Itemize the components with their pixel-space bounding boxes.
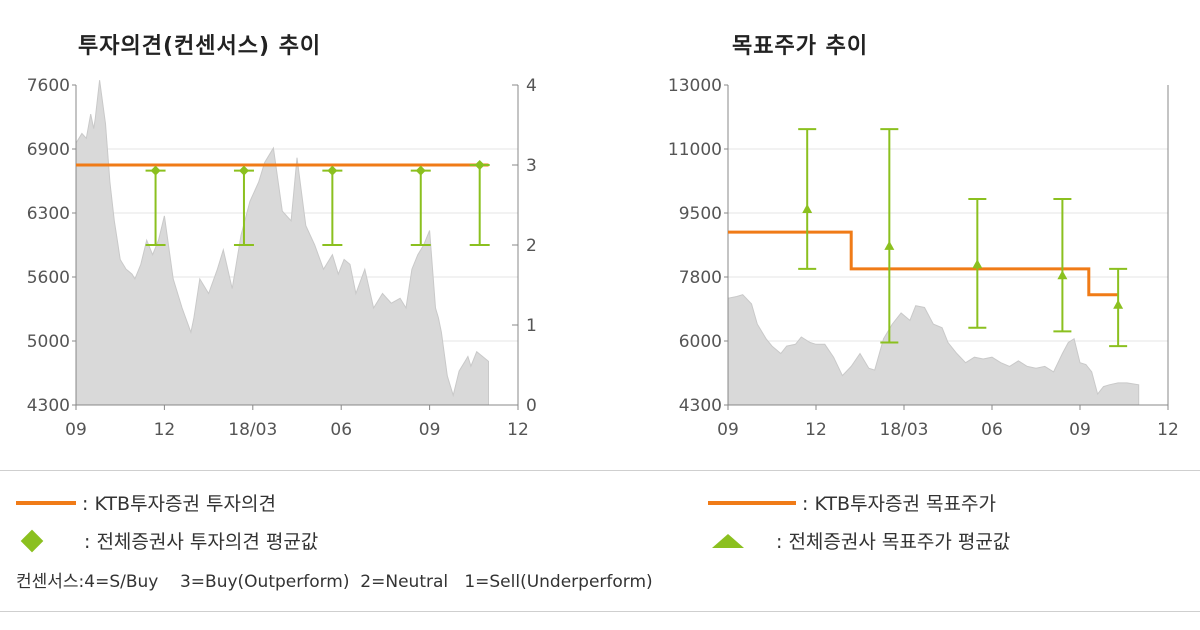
green-triangle-icon xyxy=(712,533,744,548)
consensus-avg-diamond xyxy=(238,165,249,176)
legend-broker-opinion: : KTB투자증권 투자의견 xyxy=(16,489,276,516)
consensus-avg-diamond xyxy=(150,165,161,176)
right-tick-label: 3 xyxy=(526,156,537,176)
y-tick-label: 11000 xyxy=(668,140,722,160)
y-tick-label: 4300 xyxy=(679,396,722,416)
y-tick-label: 7600 xyxy=(27,76,70,96)
y-tick-label: 6300 xyxy=(27,204,70,224)
right-tick-label: 0 xyxy=(526,396,537,416)
y-tick-label: 9500 xyxy=(679,204,722,224)
legend-broker-target: : KTB투자증권 목표주가 xyxy=(708,489,996,516)
y-tick-label: 5000 xyxy=(27,332,70,352)
x-tick-label: 18/03 xyxy=(228,420,277,440)
price-area xyxy=(727,294,1140,406)
x-tick-label: 12 xyxy=(507,420,529,440)
y-tick-label: 5600 xyxy=(27,268,70,288)
consensus-avg-diamond xyxy=(327,165,338,176)
x-tick-label: 12 xyxy=(805,420,827,440)
legend-consensus-target: : 전체증권사 목표주가 평균값 xyxy=(708,527,1010,554)
consensus-scale-note: 컨센서스:4=S/Buy 3=Buy(Outperform) 2=Neutral… xyxy=(16,572,653,592)
legend-consensus-opinion-label: : 전체증권사 투자의견 평균값 xyxy=(84,531,319,553)
x-tick-label: 09 xyxy=(65,420,87,440)
legend-orange-line-swatch xyxy=(708,500,796,505)
x-tick-label: 18/03 xyxy=(880,420,929,440)
legend-consensus-opinion: : 전체증권사 투자의견 평균값 xyxy=(16,527,318,554)
consensus-avg-triangle xyxy=(1113,299,1124,309)
x-tick-label: 09 xyxy=(419,420,441,440)
legend-broker-opinion-label: : KTB투자증권 투자의견 xyxy=(82,493,276,515)
x-tick-label: 09 xyxy=(1069,420,1091,440)
right-tick-label: 2 xyxy=(526,236,537,256)
y-tick-label: 7800 xyxy=(679,268,722,288)
right-tick-label: 4 xyxy=(526,76,537,96)
y-tick-label: 4300 xyxy=(27,396,70,416)
x-tick-label: 09 xyxy=(717,420,739,440)
consensus-avg-triangle xyxy=(972,259,983,269)
legend-box: : KTB투자증권 투자의견 : 전체증권사 투자의견 평균값 : KTB투자증… xyxy=(0,470,1200,612)
x-tick-label: 12 xyxy=(1157,420,1179,440)
consensus-avg-triangle xyxy=(884,240,895,250)
x-tick-label: 06 xyxy=(981,420,1003,440)
y-tick-label: 6900 xyxy=(27,140,70,160)
green-diamond-icon xyxy=(20,529,44,552)
consensus-avg-triangle xyxy=(1057,270,1068,280)
consensus-avg-diamond xyxy=(415,165,426,176)
chart-title-target: 목표주가 추이 xyxy=(732,34,869,59)
legend-orange-line-swatch xyxy=(16,500,76,505)
x-tick-label: 12 xyxy=(154,420,176,440)
consensus-avg-triangle xyxy=(802,204,813,214)
y-tick-label: 13000 xyxy=(668,76,722,96)
right-tick-label: 1 xyxy=(526,316,537,336)
y-tick-label: 6000 xyxy=(679,332,722,352)
legend-consensus-target-label: : 전체증권사 목표주가 평균값 xyxy=(776,531,1011,553)
consensus-avg-diamond xyxy=(474,160,485,170)
broker-target-line xyxy=(728,230,1119,297)
legend-broker-target-label: : KTB투자증권 목표주가 xyxy=(802,493,996,515)
price-area xyxy=(75,80,489,406)
x-tick-label: 06 xyxy=(330,420,352,440)
chart-title-opinion: 투자의견(컨센서스) 추이 xyxy=(78,34,322,59)
